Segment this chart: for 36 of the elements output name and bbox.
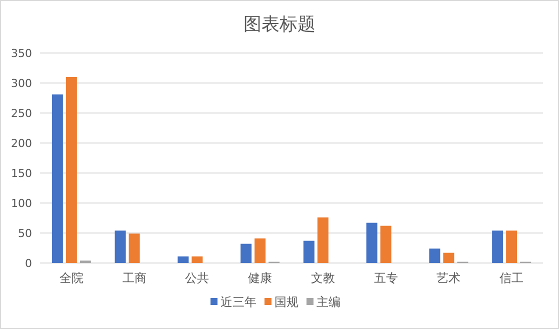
bar — [254, 238, 266, 263]
bar — [380, 226, 392, 263]
y-tick-label: 0 — [25, 257, 32, 270]
bar — [443, 252, 454, 263]
x-tick-label: 文教 — [310, 271, 335, 285]
bar — [429, 248, 440, 263]
legend-label: 国规 — [274, 295, 298, 309]
y-tick-label: 250 — [11, 107, 32, 120]
x-tick-label: 工商 — [122, 271, 146, 285]
x-tick-label: 信工 — [500, 271, 524, 285]
bar — [317, 217, 328, 263]
x-tick-label: 艺术 — [436, 271, 461, 285]
bar — [303, 240, 314, 263]
bar — [366, 222, 378, 263]
bar — [506, 230, 518, 263]
y-tick-label: 300 — [11, 77, 32, 90]
bar — [492, 230, 504, 263]
bar — [128, 234, 140, 263]
bar — [114, 230, 126, 263]
legend-label: 主编 — [316, 295, 340, 309]
bar — [240, 244, 252, 263]
x-tick-label: 五专 — [374, 271, 398, 285]
y-tick-label: 150 — [11, 167, 32, 180]
x-tick-label: 健康 — [248, 271, 272, 285]
bar — [66, 77, 77, 263]
y-tick-label: 100 — [11, 197, 32, 210]
x-tick-label: 公共 — [185, 271, 210, 285]
bar — [178, 256, 189, 263]
x-tick-label: 全院 — [59, 271, 84, 285]
y-tick-label: 50 — [18, 227, 32, 240]
legend-label: 近三年 — [220, 295, 256, 309]
y-tick-label: 350 — [11, 47, 32, 60]
y-tick-label: 200 — [11, 137, 32, 150]
bar — [52, 94, 63, 263]
bar — [192, 256, 203, 263]
title: 图表标题 — [244, 14, 316, 35]
